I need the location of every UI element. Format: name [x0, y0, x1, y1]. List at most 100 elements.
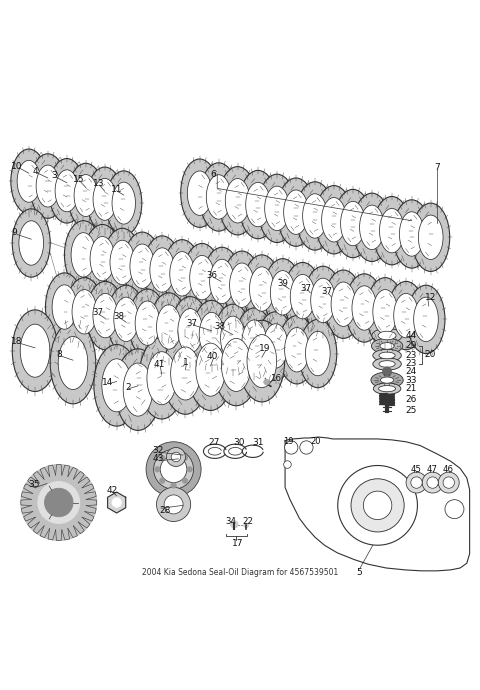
Ellipse shape [239, 320, 285, 402]
Text: 37: 37 [92, 308, 103, 317]
Ellipse shape [11, 149, 47, 214]
Circle shape [427, 477, 438, 489]
Ellipse shape [171, 297, 209, 365]
Ellipse shape [90, 237, 115, 281]
Ellipse shape [12, 209, 50, 277]
Ellipse shape [264, 259, 301, 327]
Ellipse shape [30, 154, 66, 218]
Circle shape [156, 487, 191, 522]
Text: 37: 37 [322, 287, 333, 297]
Text: 46: 46 [443, 465, 454, 474]
Ellipse shape [219, 166, 257, 235]
Text: 15: 15 [73, 175, 84, 184]
Ellipse shape [65, 277, 103, 346]
Ellipse shape [12, 310, 58, 391]
Ellipse shape [199, 313, 224, 357]
Ellipse shape [110, 240, 135, 285]
Ellipse shape [143, 236, 181, 304]
Ellipse shape [74, 175, 97, 217]
Ellipse shape [68, 164, 104, 228]
Ellipse shape [250, 267, 274, 311]
Ellipse shape [203, 247, 241, 315]
Circle shape [154, 449, 193, 489]
Text: 22: 22 [243, 517, 254, 526]
Text: 33: 33 [405, 375, 417, 384]
Ellipse shape [381, 377, 394, 383]
Ellipse shape [139, 337, 184, 419]
Text: 25: 25 [405, 406, 417, 415]
Ellipse shape [72, 290, 96, 334]
Ellipse shape [229, 263, 254, 308]
Ellipse shape [302, 194, 327, 238]
Ellipse shape [129, 289, 167, 357]
Ellipse shape [247, 335, 276, 388]
Ellipse shape [103, 228, 141, 297]
Ellipse shape [334, 189, 372, 257]
Ellipse shape [86, 282, 124, 350]
Text: 7: 7 [434, 163, 440, 172]
Text: 43: 43 [152, 455, 164, 464]
Text: 37: 37 [187, 319, 198, 328]
Circle shape [155, 466, 160, 472]
Ellipse shape [206, 175, 231, 219]
Text: 17: 17 [232, 539, 244, 548]
Text: 44: 44 [405, 331, 416, 340]
Text: 24: 24 [405, 367, 416, 376]
Ellipse shape [324, 270, 362, 338]
Ellipse shape [93, 179, 117, 220]
Ellipse shape [192, 300, 230, 368]
Ellipse shape [285, 328, 309, 372]
Text: 39: 39 [277, 279, 288, 288]
Circle shape [411, 477, 422, 489]
Circle shape [159, 478, 165, 484]
Text: 26: 26 [405, 395, 417, 404]
Text: 30: 30 [233, 438, 245, 447]
Ellipse shape [243, 255, 281, 323]
Text: 1: 1 [183, 358, 189, 367]
Ellipse shape [299, 319, 337, 388]
Ellipse shape [135, 301, 160, 346]
Text: 38: 38 [215, 322, 226, 331]
Text: 29: 29 [405, 342, 417, 351]
Ellipse shape [223, 251, 261, 319]
Ellipse shape [17, 160, 41, 202]
Ellipse shape [373, 197, 411, 265]
Circle shape [159, 455, 165, 461]
Ellipse shape [220, 316, 245, 361]
Ellipse shape [371, 372, 403, 388]
Circle shape [171, 482, 177, 489]
Text: 36: 36 [207, 271, 218, 280]
Text: 45: 45 [411, 465, 422, 474]
Ellipse shape [114, 297, 138, 342]
Circle shape [300, 441, 313, 454]
Circle shape [363, 491, 392, 520]
Text: 28: 28 [159, 506, 171, 515]
Circle shape [187, 466, 192, 472]
Circle shape [264, 380, 269, 385]
Circle shape [171, 452, 180, 462]
Ellipse shape [130, 244, 155, 288]
Ellipse shape [94, 344, 139, 426]
Text: 40: 40 [207, 352, 218, 361]
Text: 27: 27 [208, 438, 219, 447]
Ellipse shape [387, 282, 425, 350]
Text: 20: 20 [310, 437, 321, 446]
Ellipse shape [353, 193, 391, 262]
Ellipse shape [64, 221, 102, 289]
Polygon shape [108, 492, 126, 513]
Ellipse shape [50, 322, 96, 404]
Ellipse shape [156, 305, 181, 349]
Ellipse shape [366, 277, 404, 346]
Text: 18: 18 [12, 337, 23, 346]
Text: 2: 2 [125, 383, 131, 392]
Ellipse shape [277, 178, 315, 246]
Ellipse shape [278, 315, 316, 384]
Ellipse shape [123, 232, 161, 300]
Ellipse shape [290, 275, 315, 319]
Text: 13: 13 [93, 179, 105, 188]
Ellipse shape [393, 200, 431, 268]
Ellipse shape [257, 312, 295, 380]
Ellipse shape [19, 221, 44, 265]
Ellipse shape [106, 171, 142, 235]
Ellipse shape [412, 203, 450, 271]
